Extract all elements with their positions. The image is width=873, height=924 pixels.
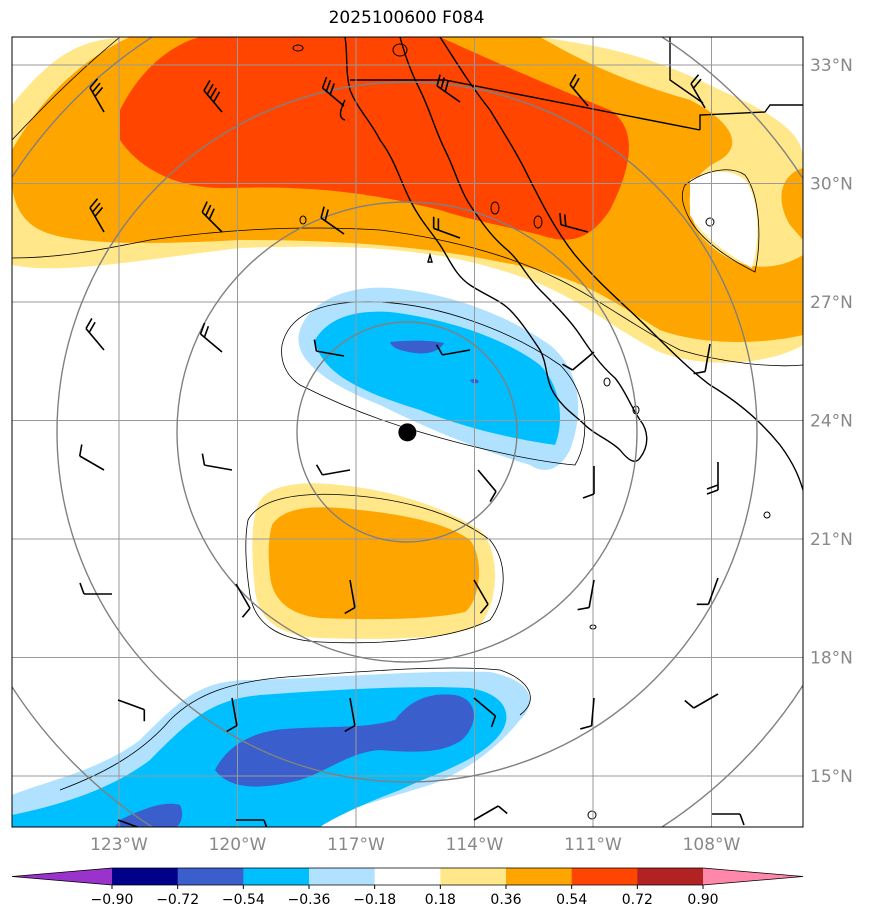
negative-anomaly-central [298,287,579,470]
wind-barb [562,351,595,371]
colorbar-bin [112,868,179,885]
colorbar-bin [571,868,638,885]
colorbar-tick-label: −0.36 [288,892,331,908]
wind-barb [473,579,489,614]
colorbar-bin [506,868,573,885]
wind-barb [432,216,461,239]
lon-label-114: 114°W [446,835,504,855]
colorbar-bin [374,868,441,885]
wind-barb [577,579,595,611]
map-title: 2025100600 F084 [328,8,485,28]
wind-barb [117,699,146,722]
lat-label-24: 24°N [810,412,853,432]
colorbar-bin [440,868,507,885]
wind-barb [569,74,589,107]
colorbar-tick-label: 0.72 [622,892,653,908]
wind-barb [226,697,238,733]
coastline [339,37,803,491]
wind-barb [89,78,105,113]
wind-barb [436,74,461,103]
colorbar-tick-label: 0.36 [490,892,521,908]
wind-barb [235,583,251,618]
lat-label-21: 21°N [810,530,853,550]
latitude-labels: 33°N 30°N 27°N 24°N 21°N 18°N 15°N [810,56,853,787]
wind-barb [117,819,145,827]
wind-barb [321,76,345,107]
wind-barb [706,462,719,495]
wind-barb [473,805,508,821]
graticule [12,37,803,827]
lon-label-123: 123°W [90,835,148,855]
colorbar-tick-label: −0.54 [222,892,265,908]
wind-barb [203,80,223,113]
colorbar-tick-label: −0.72 [156,892,199,908]
wind-barb [559,213,589,233]
lon-label-120: 120°W [209,835,267,855]
contour-lines [12,37,803,791]
lon-label-111: 111°W [564,835,622,855]
lat-label-15: 15°N [810,767,853,787]
wind-barb [201,201,223,233]
wind-barb [582,466,595,499]
wind-barb [313,339,345,357]
wind-barb [473,697,497,728]
colorbar-tick-label: 0.90 [687,892,718,908]
wind-barb [199,322,223,353]
colorbar-tick-label: −0.18 [353,892,396,908]
range-rings [12,37,803,827]
wind-barb [85,318,105,351]
wind-barb [696,577,719,606]
longitude-labels: 123°W 120°W 117°W 114°W 111°W 108°W [90,835,740,855]
lat-label-30: 30°N [810,175,853,195]
wind-barb [201,453,233,471]
colorbar-tick-label: 0.18 [425,892,456,908]
colorbar-extend-high [703,868,803,885]
colorbar-bin [243,868,310,885]
wind-barb [344,697,356,733]
lat-label-27: 27°N [810,293,853,313]
negative-anomaly-southwest [12,671,530,827]
wind-barb [580,697,595,730]
wind-barb [89,198,105,233]
wind-barb [344,579,356,615]
lon-label-117: 117°W [327,835,385,855]
lat-label-18: 18°N [810,649,853,669]
lat-label-33: 33°N [810,56,853,76]
map-plot-area [12,37,803,827]
wind-barb [684,693,719,709]
colorbar-bin [637,868,704,885]
colorbar-extend-low [12,868,112,885]
wind-barb [693,343,711,375]
wind-barb [712,813,745,826]
positive-anomaly-south [252,483,495,639]
wind-barb [315,464,351,476]
wind-barb [78,444,105,471]
lon-label-108: 108°W [683,835,741,855]
colorbar [11,867,804,886]
colorbar-tick-label: 0.54 [556,892,587,908]
map-frame [11,36,804,828]
wind-barbs [78,74,745,827]
colorbar-tick-label: −0.90 [91,892,134,908]
wind-barb [236,819,269,827]
wind-barb [477,469,497,502]
storm-center-marker [398,423,417,442]
wind-barb [320,206,345,235]
wind-barb [690,74,706,109]
colorbar-labels: −0.90 −0.72 −0.54 −0.36 −0.18 0.18 0.36 0.54 0.7… [91,885,719,908]
positive-anomaly-north [12,37,803,363]
wind-barb [79,582,112,595]
colorbar-bin [309,868,376,885]
colorbar-bin [177,868,244,885]
wind-barb [435,344,471,356]
